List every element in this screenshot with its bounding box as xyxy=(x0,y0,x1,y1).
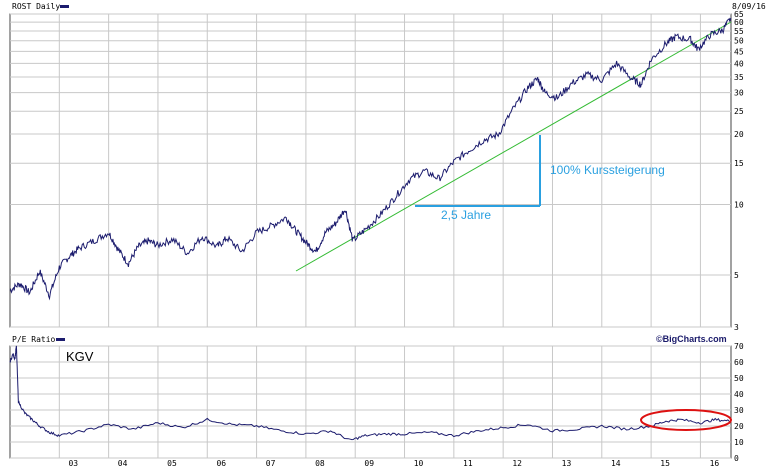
x-tick-label: 16 xyxy=(710,459,720,468)
price-y-tick-label: 15 xyxy=(734,159,744,168)
x-tick-label: 06 xyxy=(216,459,226,468)
pe-y-tick-label: 0 xyxy=(734,454,739,463)
pe-label: P/E Ratio xyxy=(12,335,56,344)
symbol-label: ROST Daily xyxy=(12,2,60,11)
x-tick-label: 05 xyxy=(167,459,177,468)
price-y-tick-label: 55 xyxy=(734,27,744,36)
price-y-tick-label: 60 xyxy=(734,18,744,27)
pe-y-ticks: 0 10 20 30 40 50 60 70 xyxy=(734,342,744,463)
price-y-tick-label: 10 xyxy=(734,200,744,209)
growth-annotation: 2,5 Jahre 100% Kurssteigerung xyxy=(415,135,665,222)
price-legend-swatch xyxy=(60,5,69,8)
x-tick-label: 04 xyxy=(118,459,128,468)
price-y-tick-label: 3 xyxy=(734,323,739,332)
price-layer xyxy=(9,17,732,301)
pe-y-tick-label: 40 xyxy=(734,390,744,399)
brand-label: ©BigCharts.com xyxy=(656,334,727,344)
trend-layer xyxy=(295,21,732,272)
x-tick-label: 08 xyxy=(315,459,325,468)
x-tick-label: 03 xyxy=(68,459,78,468)
price-y-tick-label: 5 xyxy=(734,271,739,280)
pe-y-tick-label: 70 xyxy=(734,342,744,351)
x-ticks: 03 04 05 06 07 08 09 10 11 12 13 14 15 16 xyxy=(68,459,719,468)
price-y-tick-label: 35 xyxy=(734,73,744,82)
x-tick-label: 15 xyxy=(660,459,670,468)
x-tick-label: 12 xyxy=(512,459,522,468)
kgv-label: KGV xyxy=(66,349,94,364)
pe-layer xyxy=(9,345,732,441)
pe-y-tick-label: 20 xyxy=(734,422,744,431)
grid xyxy=(10,13,731,459)
price-y-tick-label: 30 xyxy=(734,89,744,98)
price-y-tick-label: 40 xyxy=(734,59,744,68)
price-y-tick-label: 50 xyxy=(734,37,744,46)
price-y-tick-label: 45 xyxy=(734,47,744,56)
pe-y-tick-label: 10 xyxy=(734,438,744,447)
gain-annotation: 100% Kurssteigerung xyxy=(550,163,665,177)
pe-panel xyxy=(9,345,732,459)
price-y-tick-label: 20 xyxy=(734,130,744,139)
pe-y-tick-label: 60 xyxy=(734,358,744,367)
x-tick-label: 09 xyxy=(364,459,374,468)
trend-line xyxy=(295,21,732,272)
price-series-line xyxy=(9,17,732,301)
x-tick-label: 13 xyxy=(562,459,572,468)
x-tick-label: 11 xyxy=(463,459,473,468)
pe-series-line xyxy=(9,345,732,441)
years-annotation: 2,5 Jahre xyxy=(441,208,491,222)
x-tick-label: 14 xyxy=(611,459,621,468)
highlight-ellipse xyxy=(640,409,732,431)
pe-y-tick-label: 30 xyxy=(734,406,744,415)
date-label: 8/09/16 xyxy=(732,2,766,11)
pe-legend-swatch xyxy=(56,338,65,341)
x-tick-label: 10 xyxy=(414,459,424,468)
price-y-tick-label: 65 xyxy=(734,10,744,19)
x-tick-label: 07 xyxy=(266,459,276,468)
pe-y-tick-label: 50 xyxy=(734,374,744,383)
price-y-tick-label: 25 xyxy=(734,107,744,116)
